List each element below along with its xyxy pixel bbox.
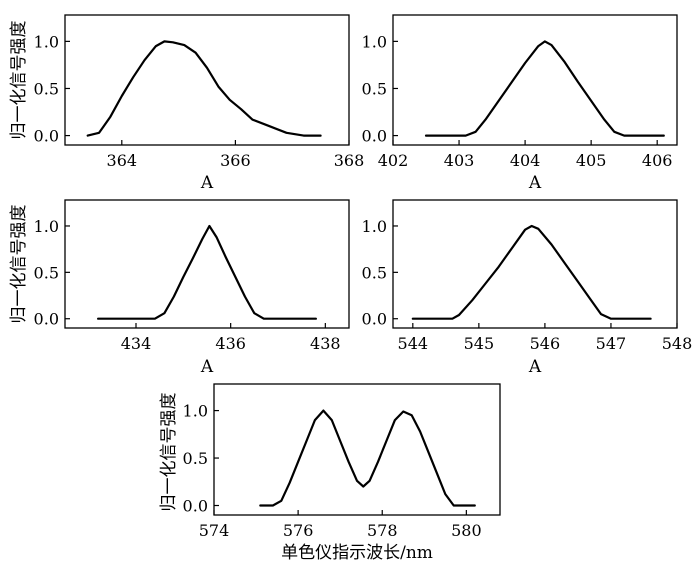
y-tick-label: 1.0 [34, 32, 59, 51]
x-axis-label: A [528, 173, 542, 193]
chart-panel-4: 0.0 0.5 1.0 544 545 546 547 548 A [362, 199, 693, 377]
plot-frame [392, 14, 678, 146]
x-tick-label: 547 [596, 334, 627, 353]
x-axis-label: A [200, 357, 214, 377]
x-tick-label: 406 [642, 151, 673, 170]
x-tick-label: 438 [310, 334, 341, 353]
y-axis-label: 归一化信号强度 [9, 21, 29, 140]
x-tick-label: 404 [510, 151, 541, 170]
x-tick-label: 364 [107, 151, 138, 170]
x-axis-label: A [528, 357, 542, 377]
chart-panel-3: 0.0 0.5 1.0 434 436 438 A 归一化信号强度 [9, 199, 350, 377]
x-tick-label: 548 [662, 334, 693, 353]
chart-panel-2: 0.0 0.5 1.0 402 403 404 405 406 A [362, 14, 678, 193]
y-tick-label: 1.0 [34, 217, 59, 236]
y-tick-label: 0.0 [34, 127, 59, 146]
chart-panel-1: 0.0 0.5 1.0 364 366 368 A 归一化信号强度 [9, 14, 365, 193]
y-tick-label: 0.5 [362, 79, 387, 98]
y-tick-label: 1.0 [362, 32, 387, 51]
y-tick-label: 0.5 [362, 263, 387, 282]
x-tick-label: 574 [199, 521, 230, 540]
y-tick-label: 0.5 [34, 79, 59, 98]
y-axis-label: 归一化信号强度 [159, 393, 179, 512]
x-tick-label: 545 [464, 334, 495, 353]
series-line [97, 224, 317, 320]
x-tick-label: 578 [367, 521, 398, 540]
x-tick-label: 434 [121, 334, 152, 353]
x-tick-label: 402 [378, 151, 409, 170]
chart-panel-5: 0.0 0.5 1.0 574 576 578 580 单色仪指示波长/nm 归一化信号强度 [159, 383, 501, 563]
y-tick-label: 1.0 [183, 402, 208, 421]
y-tick-label: 0.5 [34, 263, 59, 282]
y-axis-label: 归一化信号强度 [9, 205, 29, 324]
x-tick-label: 576 [283, 521, 314, 540]
plot-frame [64, 199, 350, 329]
series-line [411, 224, 652, 320]
x-axis-label: 单色仪指示波长/nm [281, 543, 433, 563]
x-tick-label: 544 [398, 334, 429, 353]
series-line [424, 40, 665, 137]
series-line [259, 409, 476, 507]
x-tick-label: 403 [444, 151, 475, 170]
series-line [86, 40, 322, 137]
x-axis-label: A [200, 173, 214, 193]
y-tick-label: 0.0 [362, 310, 387, 329]
x-tick-label: 368 [334, 151, 365, 170]
x-tick-label: 405 [576, 151, 607, 170]
plot-frame [392, 199, 678, 329]
x-tick-label: 366 [220, 151, 251, 170]
y-tick-label: 0.5 [183, 449, 208, 468]
y-tick-label: 0.0 [183, 497, 208, 516]
x-tick-label: 436 [215, 334, 246, 353]
x-tick-label: 546 [530, 334, 561, 353]
y-tick-label: 1.0 [362, 217, 387, 236]
x-tick-label: 580 [451, 521, 482, 540]
plot-frame [213, 383, 501, 516]
plot-frame [64, 14, 350, 146]
y-tick-label: 0.0 [362, 127, 387, 146]
y-tick-label: 0.0 [34, 310, 59, 329]
